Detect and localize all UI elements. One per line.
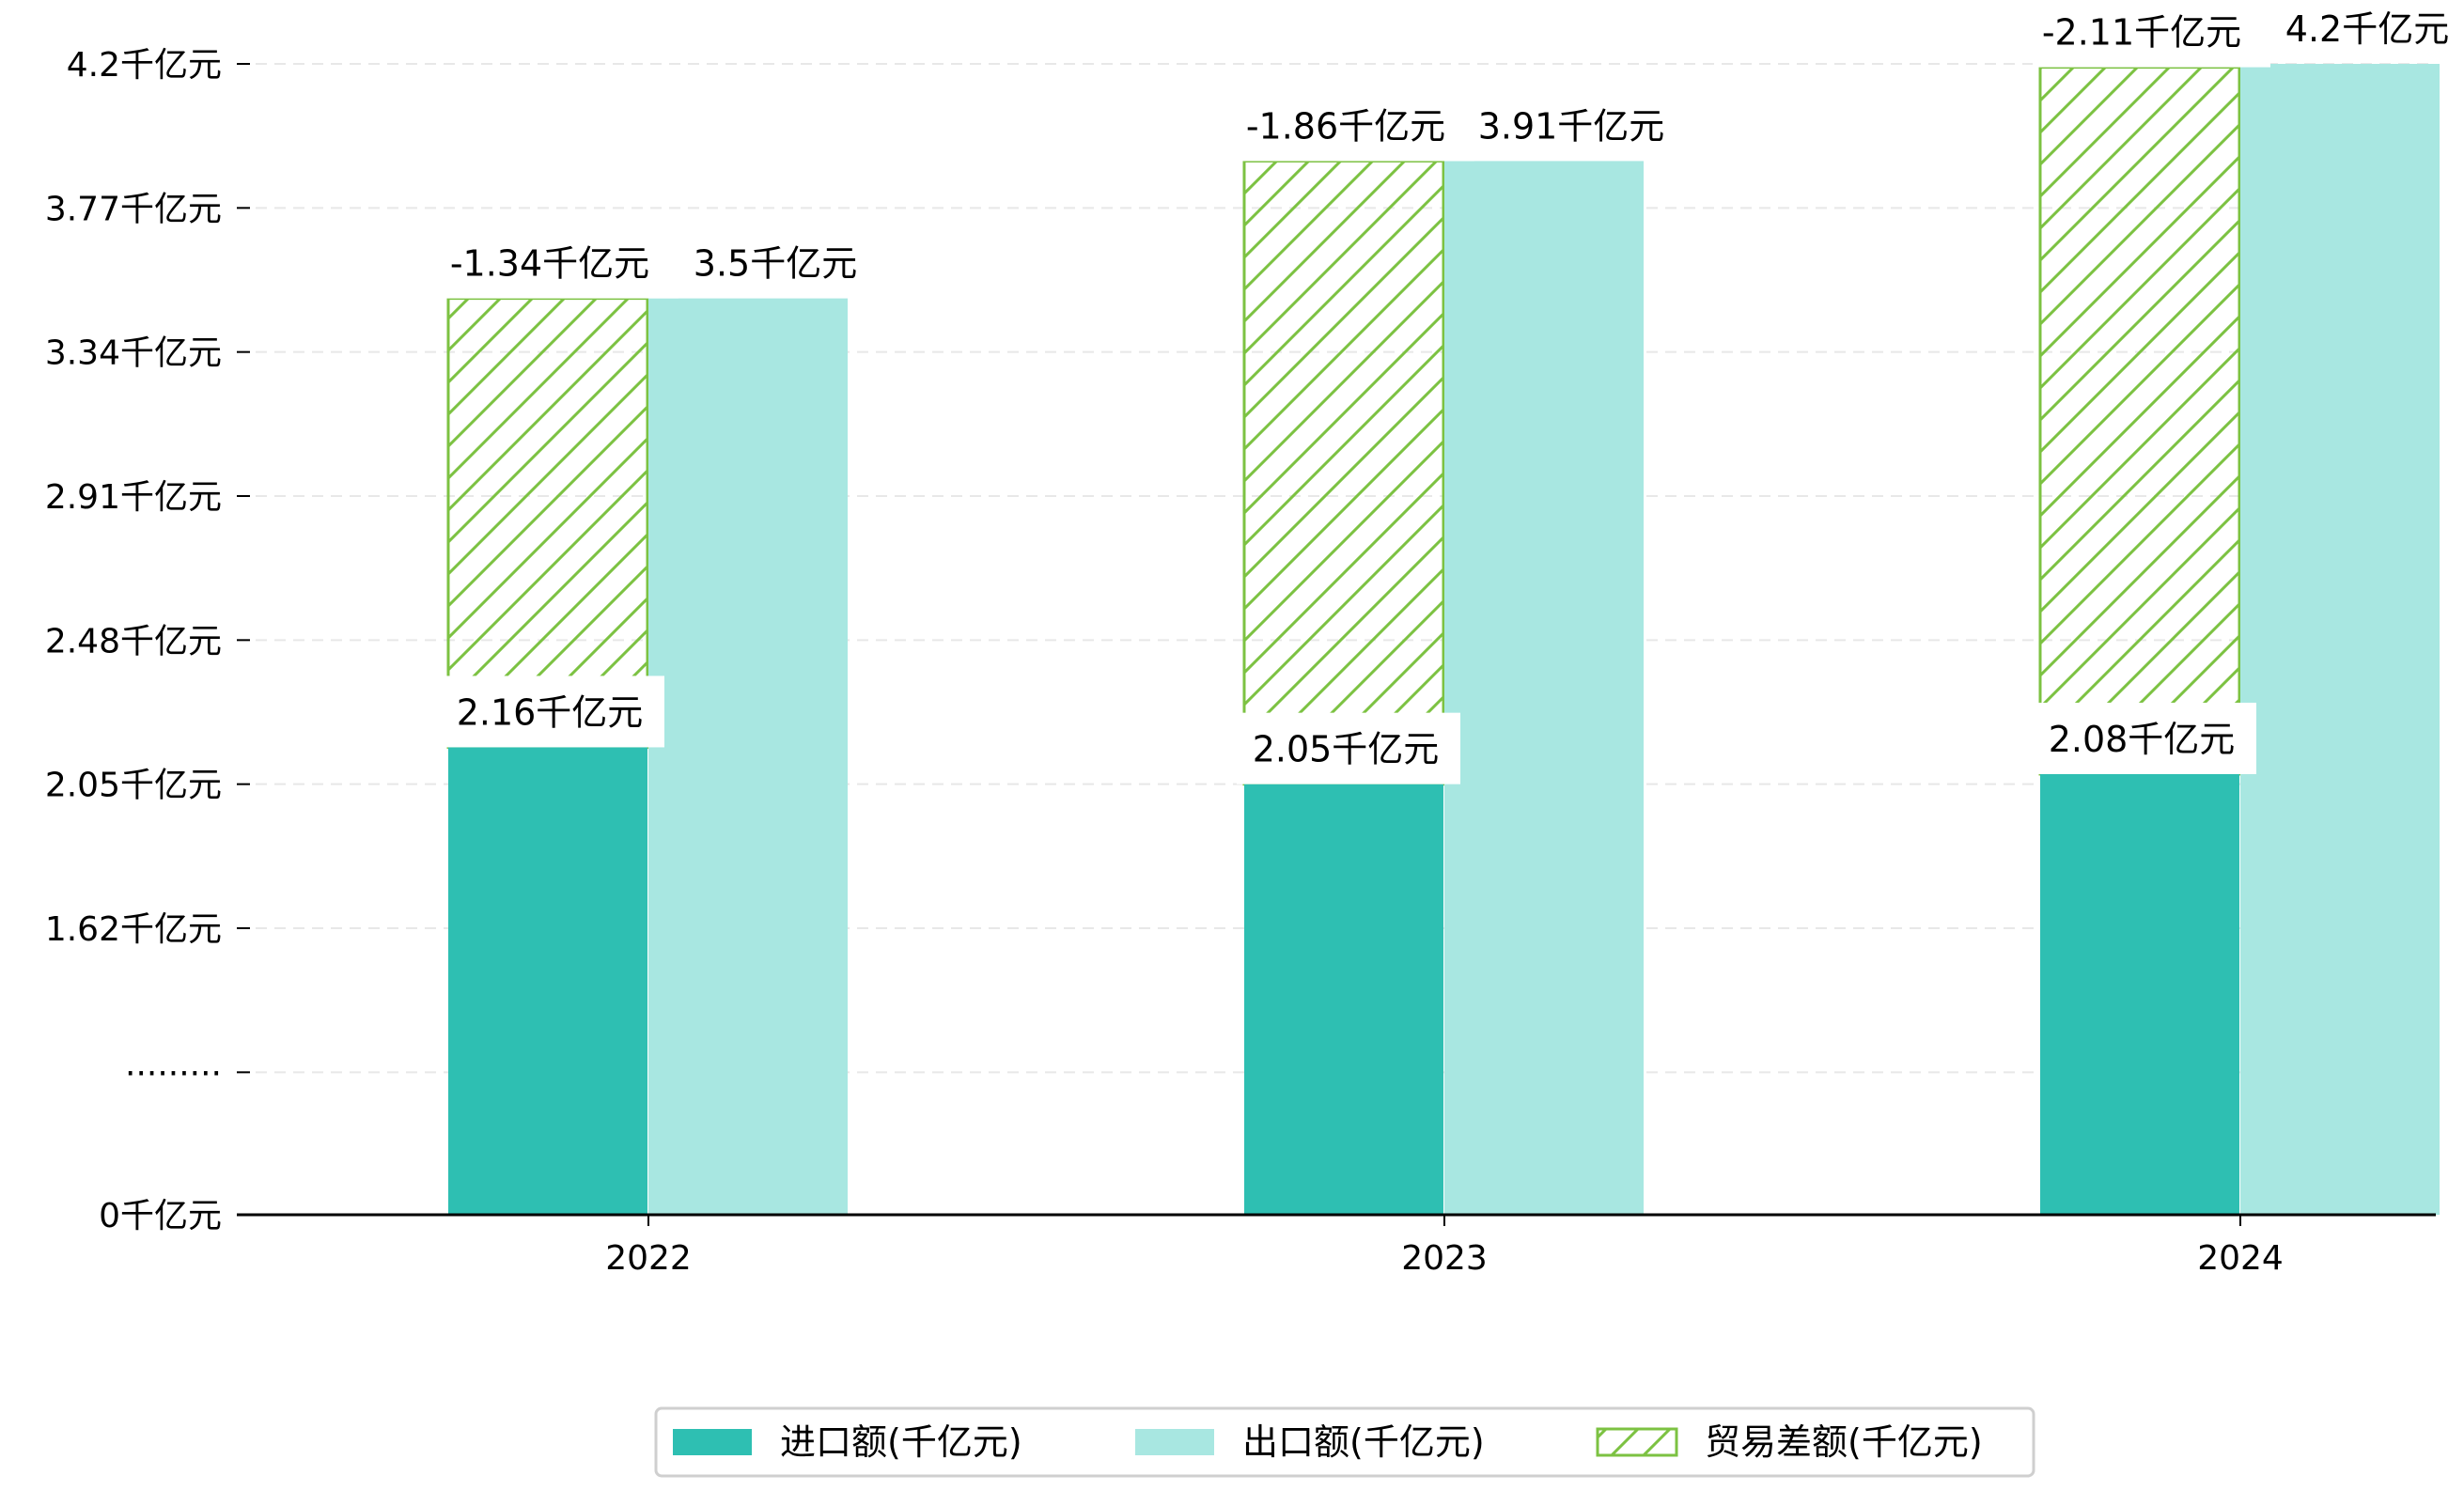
legend-label: 出口额(千亿元) <box>1242 1421 1485 1463</box>
trade-balance-bar <box>446 297 649 749</box>
trade-balance-bar <box>1242 159 1445 786</box>
label-box <box>441 226 678 299</box>
export-value-label: 3.91千亿元 <box>1478 105 1665 147</box>
legend-swatch <box>1135 1429 1214 1455</box>
y-tick-label: 1.62千亿元 <box>45 910 222 949</box>
y-tick-label: 2.48千亿元 <box>45 622 222 660</box>
label-box <box>2033 702 2256 774</box>
trade-balance-value-label: -2.11千亿元 <box>2042 12 2241 54</box>
import-bar <box>1244 784 1443 1215</box>
y-tick-label: 2.91千亿元 <box>45 478 222 517</box>
y-tick-label: 3.77千亿元 <box>45 190 222 228</box>
x-tick-label: 2022 <box>605 1239 692 1278</box>
y-tick-label: 2.05千亿元 <box>45 767 222 805</box>
y-tick-label: 4.2千亿元 <box>67 46 222 85</box>
legend-swatch <box>673 1429 752 1455</box>
y-axis: 0千亿元 ········· 1.62千亿元 2.05千亿元 2.48千亿元 2.91千亿… <box>45 46 250 1235</box>
data-labels: 2.16千亿元 3.5千亿元 -1.34千亿元 2.05千亿元 3.91千亿元 -1.86… <box>441 0 2449 784</box>
label-box <box>441 675 664 748</box>
label-box <box>2033 0 2270 68</box>
x-tick-label: 2024 <box>2197 1239 2284 1278</box>
export-bar <box>2240 64 2440 1215</box>
export-bar <box>648 298 848 1215</box>
import-value-label: 2.05千亿元 <box>1253 729 1440 770</box>
legend-label: 贸易差额(千亿元) <box>1705 1421 1983 1463</box>
label-box <box>1237 89 1474 162</box>
y-tick-label: 3.34千亿元 <box>45 334 222 373</box>
x-tick-label: 2023 <box>1401 1239 1488 1278</box>
legend: 进口额(千亿元) 出口额(千亿元) 贸易差额(千亿元) <box>654 1406 2035 1478</box>
import-value-label: 2.08千亿元 <box>2049 719 2236 760</box>
legend-swatch-hatch <box>1596 1427 1678 1457</box>
y-tick-label: 0千亿元 <box>99 1197 222 1235</box>
import-value-label: 2.16千亿元 <box>457 691 644 733</box>
import-bar <box>2040 773 2239 1215</box>
y-tick-label: ········· <box>125 1054 222 1093</box>
legend-label: 进口额(千亿元) <box>780 1421 1022 1463</box>
bars <box>446 64 2440 1215</box>
trade-balance-value-label: -1.86千亿元 <box>1246 105 1445 147</box>
export-bar <box>1444 161 1644 1215</box>
x-axis: 2022 2023 2024 <box>237 1213 2436 1278</box>
label-box <box>1237 712 1460 784</box>
legend-frame <box>654 1406 2035 1478</box>
export-value-label: 4.2千亿元 <box>2285 8 2449 50</box>
import-bar <box>448 747 647 1215</box>
trade-balance-bar <box>2038 66 2241 776</box>
export-value-label: 3.5千亿元 <box>694 243 857 285</box>
trade-balance-value-label: -1.34千亿元 <box>450 243 649 285</box>
